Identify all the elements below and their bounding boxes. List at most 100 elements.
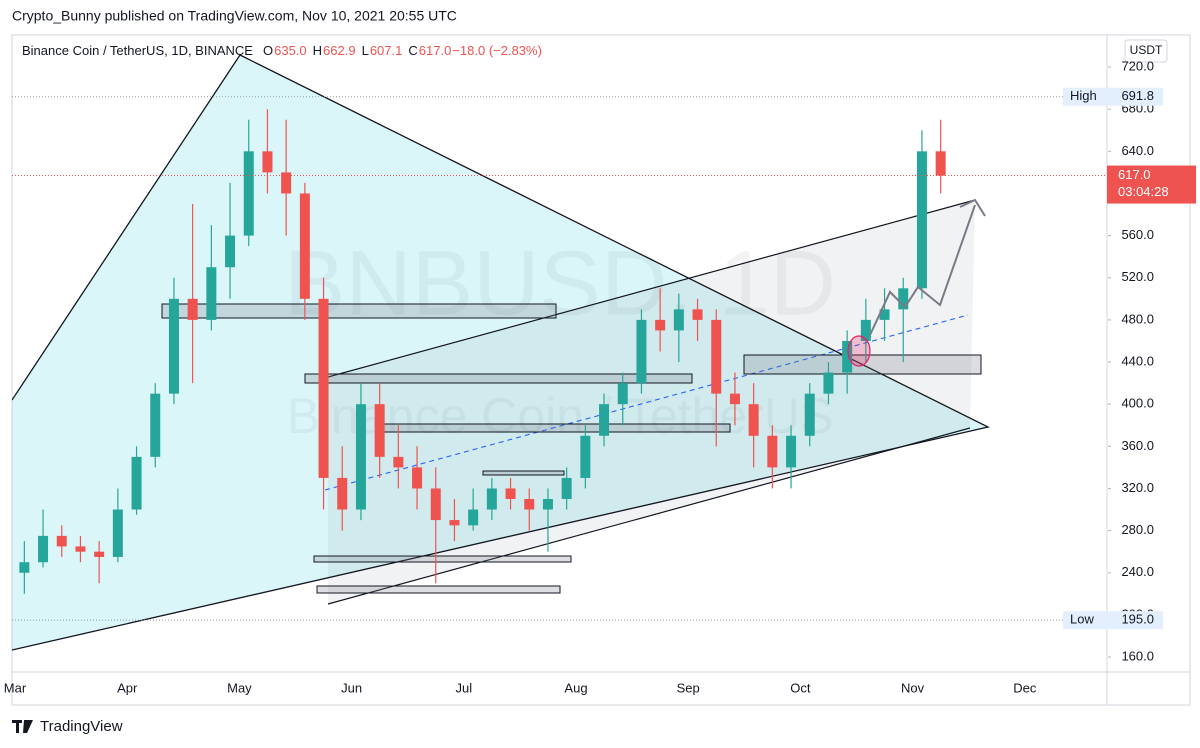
x-tick-label: Nov: [901, 680, 925, 695]
candle-body: [935, 151, 946, 176]
y-tick-label: 360.0: [1121, 438, 1154, 453]
zone-rect: [161, 303, 557, 319]
x-tick-label: May: [227, 680, 252, 695]
candle-body: [711, 319, 722, 394]
candle-body: [281, 172, 292, 194]
zone-rect: [743, 354, 982, 375]
legend-title: Binance Coin / TetherUS, 1D, BINANCE: [22, 43, 253, 58]
channel-lower: [327, 427, 971, 605]
candle-body: [412, 467, 423, 489]
candle-body: [299, 193, 310, 299]
triangle-lines: [12, 54, 990, 651]
channel-upper: [327, 199, 976, 378]
legend-value: 617.0: [419, 43, 452, 58]
zone-rect: [482, 470, 565, 476]
footer-logo: [12, 720, 33, 733]
y-tick-label: 440.0: [1121, 353, 1154, 368]
x-tick-label: Jul: [455, 680, 472, 695]
candle-body: [636, 319, 647, 384]
high-line-label-box: [1063, 87, 1163, 106]
zone-rect: [316, 585, 561, 594]
y-tick-label: 280.0: [1121, 522, 1154, 537]
legend-label: L: [362, 43, 369, 58]
y-tick-label: 240.0: [1121, 564, 1154, 579]
candle-body: [393, 456, 404, 468]
candle-body: [505, 488, 516, 500]
zone-rect: [382, 423, 731, 433]
legend-value: 662.9: [323, 43, 356, 58]
candle-body: [879, 309, 890, 320]
y-tick-label: 320.0: [1121, 480, 1154, 495]
time-axis: Mar Apr May Jun Jul Aug Sep Oct Nov Dec: [4, 680, 1037, 695]
published-line: Crypto_Bunny published on TradingView.co…: [12, 8, 457, 24]
y-tick-label: 720.0: [1121, 58, 1154, 73]
legend-value: 607.1: [370, 43, 403, 58]
candle-body: [542, 499, 553, 510]
x-tick-label: Aug: [564, 680, 587, 695]
legend-label: C: [408, 43, 417, 58]
candle-body: [898, 288, 909, 310]
candle-body: [655, 319, 666, 331]
footer-brand: TradingView: [40, 718, 123, 735]
candle-body: [823, 372, 834, 394]
x-tick-label: Sep: [677, 680, 700, 695]
high-line-label: High: [1070, 88, 1097, 103]
zone-rect: [304, 373, 693, 384]
y-tick-label: 520.0: [1121, 269, 1154, 284]
y-tick-label: 560.0: [1121, 227, 1154, 242]
highlight-ellipse: [847, 335, 871, 367]
x-tick-label: Apr: [117, 680, 138, 695]
candle-body: [767, 435, 778, 468]
legend-label: O: [263, 43, 273, 58]
candle-body: [804, 393, 815, 436]
currency: USDT: [1130, 43, 1163, 57]
x-tick-label: Oct: [790, 680, 811, 695]
candle-body: [94, 551, 105, 557]
watermark: BNBUSD, 1D: [284, 232, 836, 334]
candle-body: [355, 404, 366, 510]
candle-body: [243, 151, 254, 236]
candle-body: [468, 509, 479, 526]
candle-body: [486, 488, 497, 510]
mid-line: [324, 314, 969, 491]
y-tick-label: 640.0: [1121, 143, 1154, 158]
low-line-value: 195.0: [1121, 612, 1154, 627]
low-line-label: Low: [1070, 612, 1094, 627]
candle-body: [337, 477, 348, 510]
candle-body: [916, 151, 927, 289]
candle-body: [38, 535, 49, 563]
last-price-box: [1107, 165, 1196, 204]
candle-body: [112, 509, 123, 557]
candle-body: [673, 309, 684, 331]
currency-box: [1124, 39, 1168, 63]
candle-body: [75, 546, 86, 552]
candle-body: [206, 267, 217, 320]
candle-body: [430, 488, 441, 521]
x-tick-label: Dec: [1013, 680, 1037, 695]
chart-frame: [11, 34, 1191, 706]
price-axis-labels: 160.0200.0240.0280.0320.0360.0400.0440.0…: [1108, 58, 1154, 663]
candle-body: [225, 235, 236, 268]
candle-body: [150, 393, 161, 457]
candle-body: [318, 298, 329, 478]
projection-arrowhead: [959, 198, 986, 217]
candle-body: [374, 404, 385, 457]
candle-body: [617, 383, 628, 405]
x-tick-label: Jun: [341, 680, 362, 695]
candle-body: [599, 404, 610, 436]
candle-body: [860, 319, 871, 341]
candle-body: [187, 298, 198, 320]
y-tick-label: 480.0: [1121, 311, 1154, 326]
high-line-value: 691.8: [1121, 88, 1154, 103]
price-axis: 160.0200.0240.0280.0320.0360.0400.0440.0…: [1108, 58, 1154, 663]
candle-body: [449, 520, 460, 526]
zone-rect: [313, 555, 572, 563]
candle-body: [19, 562, 30, 573]
legend-value: 635.0: [274, 43, 307, 58]
candle-body: [168, 298, 179, 394]
candle-body: [131, 456, 142, 510]
y-tick-label: 160.0: [1121, 648, 1154, 663]
candle-body: [524, 499, 535, 510]
x-tick-label: Mar: [4, 680, 27, 695]
